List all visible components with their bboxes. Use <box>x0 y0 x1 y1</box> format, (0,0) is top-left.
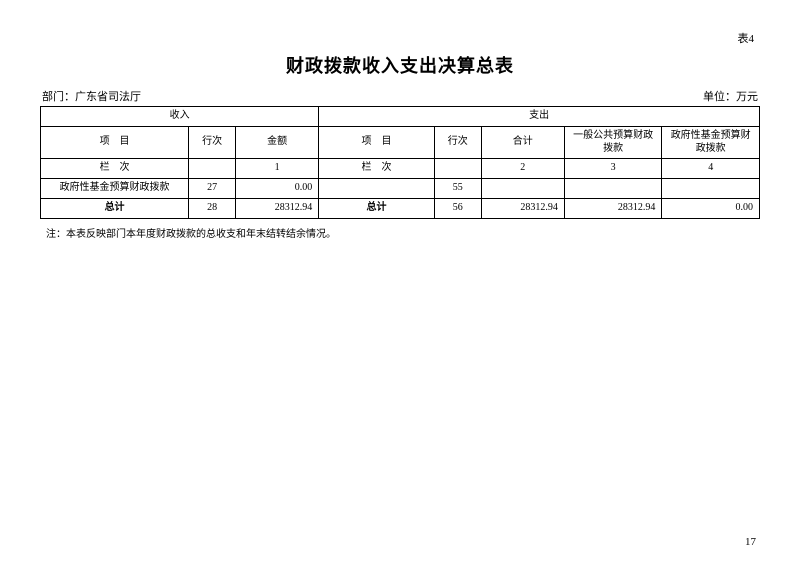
cell-exp-blank-total <box>481 179 564 199</box>
dept-name: 广东省司法厅 <box>75 91 141 103</box>
colnum-1: 1 <box>236 159 319 179</box>
cell-expense-total-total: 28312.94 <box>481 199 564 219</box>
colnum-label-right: 栏 次 <box>319 159 435 179</box>
unit-label: 单位：万元 <box>703 88 758 104</box>
header-row-1: 收入 支出 <box>41 107 760 127</box>
page-container: 表4 财政拨款收入支出决算总表 部门：广东省司法厅 单位：万元 收入 支出 项 … <box>0 0 800 566</box>
header-rowno-right: 行次 <box>434 127 481 159</box>
cell-expense-total-general: 28312.94 <box>564 199 662 219</box>
cell-expense-total-gov: 0.00 <box>662 199 760 219</box>
col-number-row: 栏 次 1 栏 次 2 3 4 <box>41 159 760 179</box>
colnum-4: 4 <box>662 159 760 179</box>
colnum-label-left: 栏 次 <box>41 159 189 179</box>
cell-exp-blank-gov <box>662 179 760 199</box>
header-item-left: 项 目 <box>41 127 189 159</box>
header-row-2: 项 目 行次 金额 项 目 行次 合计 一般公共预算财政拨款 政府性基金预算财政… <box>41 127 760 159</box>
header-expense: 支出 <box>319 107 760 127</box>
header-amount: 金额 <box>236 127 319 159</box>
header-income: 收入 <box>41 107 319 127</box>
header-item-right: 项 目 <box>319 127 435 159</box>
colnum-blank-2 <box>434 159 481 179</box>
table-number: 表4 <box>40 30 760 46</box>
dept-label: 部门： <box>42 91 75 103</box>
data-row-govfund: 政府性基金预算财政拨款 27 0.00 55 <box>41 179 760 199</box>
main-table: 收入 支出 项 目 行次 金额 项 目 行次 合计 一般公共预算财政拨款 政府性… <box>40 106 760 219</box>
dept-block: 部门：广东省司法厅 <box>42 88 141 104</box>
cell-govfund-label: 政府性基金预算财政拨款 <box>41 179 189 199</box>
colnum-blank-1 <box>189 159 236 179</box>
cell-expense-total-label: 总计 <box>319 199 435 219</box>
cell-income-total-label: 总计 <box>41 199 189 219</box>
cell-exp-blank-general <box>564 179 662 199</box>
cell-income-total-row: 28 <box>189 199 236 219</box>
header-general: 一般公共预算财政拨款 <box>564 127 662 159</box>
cell-expense-total-row: 56 <box>434 199 481 219</box>
colnum-3: 3 <box>564 159 662 179</box>
data-row-total: 总计 28 28312.94 总计 56 28312.94 28312.94 0… <box>41 199 760 219</box>
note-prefix: 注： <box>46 229 66 240</box>
note-text: 本表反映部门本年度财政拨款的总收支和年末结转结余情况。 <box>66 229 336 240</box>
colnum-2: 2 <box>481 159 564 179</box>
cell-income-total-amount: 28312.94 <box>236 199 319 219</box>
page-number: 17 <box>745 536 756 548</box>
meta-row: 部门：广东省司法厅 单位：万元 <box>40 88 760 104</box>
header-rowno-left: 行次 <box>189 127 236 159</box>
header-govfund: 政府性基金预算财政拨款 <box>662 127 760 159</box>
header-total: 合计 <box>481 127 564 159</box>
cell-exp-blank-item <box>319 179 435 199</box>
cell-exp-blank-row: 55 <box>434 179 481 199</box>
cell-govfund-amount: 0.00 <box>236 179 319 199</box>
page-title: 财政拨款收入支出决算总表 <box>40 52 760 78</box>
cell-govfund-row: 27 <box>189 179 236 199</box>
footnote: 注：本表反映部门本年度财政拨款的总收支和年末结转结余情况。 <box>40 225 760 240</box>
